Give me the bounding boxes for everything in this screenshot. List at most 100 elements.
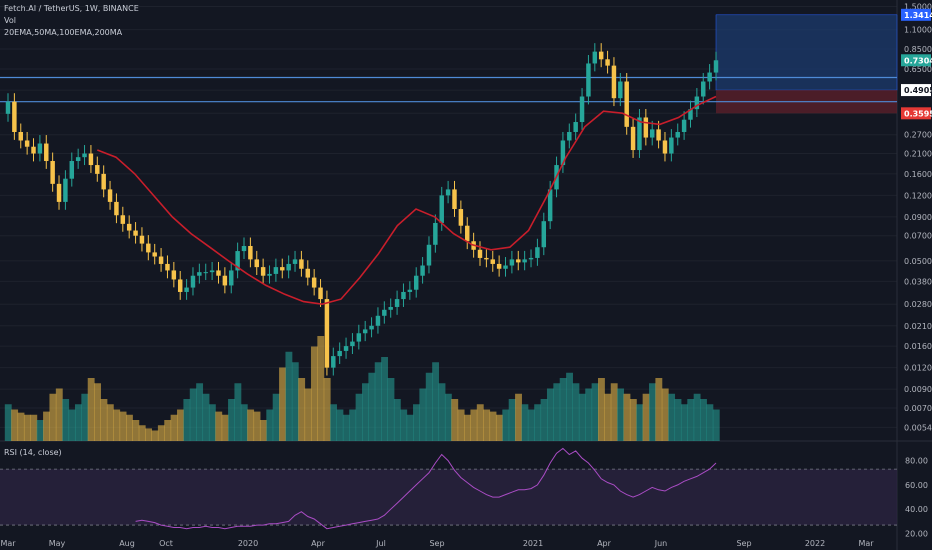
candle-body [669,137,674,154]
candle-body [713,60,719,73]
volume-bar [515,393,522,441]
volume-bar [566,372,573,441]
candle-body [82,153,87,158]
volume-bar [578,393,586,441]
candle-body [229,270,234,286]
candle-body [522,259,527,263]
volume-bar [483,409,491,441]
candle-body [209,270,215,273]
volume-bar [476,404,484,441]
candle-body [241,246,247,252]
volume-bar [521,404,529,441]
volume-bar [387,378,395,441]
candle-body [146,243,151,253]
time-tick-label: Apr [597,539,612,548]
volume-bar [30,414,38,441]
volume-bar [342,414,350,441]
volume-bar [304,388,312,441]
candle-body [44,143,49,162]
candle-body [337,350,342,357]
volume-bar [438,383,446,441]
price-tick-label: 0.0700 [904,232,932,241]
volume-bar [81,393,89,441]
candle-body [407,289,413,292]
volume-bar [712,409,720,441]
rsi-tick-label: 80.00 [905,457,928,466]
candle-body [649,129,655,138]
candle-body [299,259,304,269]
rsi-legend[interactable]: RSI (14, close) [4,448,62,457]
symbol-legend[interactable]: Fetch.AI / TetherUS, 1W, BINANCE [4,4,139,13]
volume-bar [502,409,510,441]
volume-bar [17,412,25,441]
volume-bar [362,383,369,441]
volume-bar [310,346,318,441]
candle-body [95,165,100,174]
ema-line [97,95,717,306]
time-tick-label: Sep [429,539,444,548]
candle-body [458,209,464,226]
time-tick-label: Mar [0,539,16,548]
volume-bar [43,411,50,441]
price-tick-label: 0.8500 [904,45,932,54]
candle-body [388,306,393,310]
candle-body [465,225,470,242]
price-tick-label: 1.1000 [904,26,932,35]
volume-bar [610,383,618,441]
volume-bar [240,404,248,441]
volume-bar [23,414,31,441]
candle-body [567,132,572,141]
volume-bar [623,393,631,441]
candle-body [369,325,374,330]
volume-bar [49,393,57,441]
price-label-box [901,107,931,120]
candle-body [528,257,534,260]
volume-bar [151,430,159,441]
candle-body [107,189,113,202]
candle-body [401,291,406,300]
candle-body [177,279,183,292]
volume-bar [489,411,497,441]
price-tick-label: 0.1600 [904,170,932,179]
candle-body [31,146,36,154]
candle-body [433,222,438,245]
volume-bar [132,420,140,441]
volume-bar [349,409,357,441]
price-label-box [901,84,931,97]
volume-bar [100,399,108,441]
candle-body [477,249,483,258]
candle-body [413,275,419,290]
volume-legend[interactable]: Vol [4,16,16,25]
volume-bar [693,393,701,441]
price-axis[interactable]: 1.50001.10000.85000.65000.49000.36000.27… [901,2,932,432]
candle-body [382,309,387,316]
volume-bar [177,409,184,441]
time-axis[interactable]: Mar May Aug Oct 2020 Apr Jul Sep 2021 Apr Jun Sep 20… [0,539,874,548]
volume-bar [221,414,229,441]
candle-body [235,251,240,271]
rsi-tick-label: 40.00 [905,505,928,514]
volume-bar [55,388,63,441]
volume-bar [228,399,235,441]
target-zone [715,14,898,91]
horizontal-levels[interactable] [0,76,897,103]
volume-bar [4,404,12,441]
volume-bar [279,367,286,441]
candle-body [171,270,177,280]
volume-bar [680,404,688,441]
indicators-legend[interactable]: 20EMA,50MA,100EMA,200MA [4,28,123,37]
candle-body [267,273,272,276]
candle-body [490,259,495,264]
volume-bar [317,336,325,441]
candle-body [165,263,170,271]
price-tick-label: 0.0090 [904,385,932,394]
volume-bar [11,409,19,441]
price-label-box [901,54,931,67]
candle-body [158,256,164,264]
candle-body [426,244,432,266]
volume-bar [464,414,471,441]
volume-bar [272,393,280,441]
candle-body [662,140,668,154]
volume-bar [189,388,197,441]
